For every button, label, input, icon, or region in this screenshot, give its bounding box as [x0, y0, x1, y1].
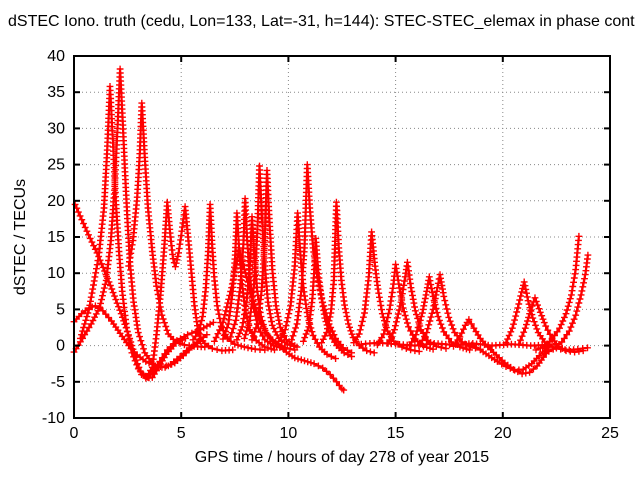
y-tick-label: 40	[47, 48, 65, 65]
x-axis-label: GPS time / hours of day 278 of year 2015	[194, 449, 490, 466]
chart-title: dSTEC Iono. truth (cedu, Lon=133, Lat=-3…	[8, 13, 635, 30]
y-tick-label: 35	[47, 84, 65, 101]
y-tick-label: 10	[47, 265, 65, 282]
x-tick-label: 20	[494, 425, 512, 442]
x-tick-label: 5	[177, 425, 186, 442]
y-tick-label: 30	[47, 120, 65, 137]
y-tick-label: 25	[47, 157, 65, 174]
y-tick-label: 0	[56, 338, 65, 355]
series-plus-markers	[70, 65, 592, 394]
y-tick-label: -10	[42, 410, 65, 427]
y-tick-label: -5	[51, 374, 65, 391]
x-tick-label: 25	[601, 425, 619, 442]
y-tick-label: 20	[47, 193, 65, 210]
y-tick-label: 15	[47, 229, 65, 246]
x-tick-label: 10	[280, 425, 298, 442]
y-tick-label: 5	[56, 301, 65, 318]
x-tick-label: 0	[70, 425, 79, 442]
x-tick-label: 15	[387, 425, 405, 442]
series-arc-15	[277, 212, 337, 360]
